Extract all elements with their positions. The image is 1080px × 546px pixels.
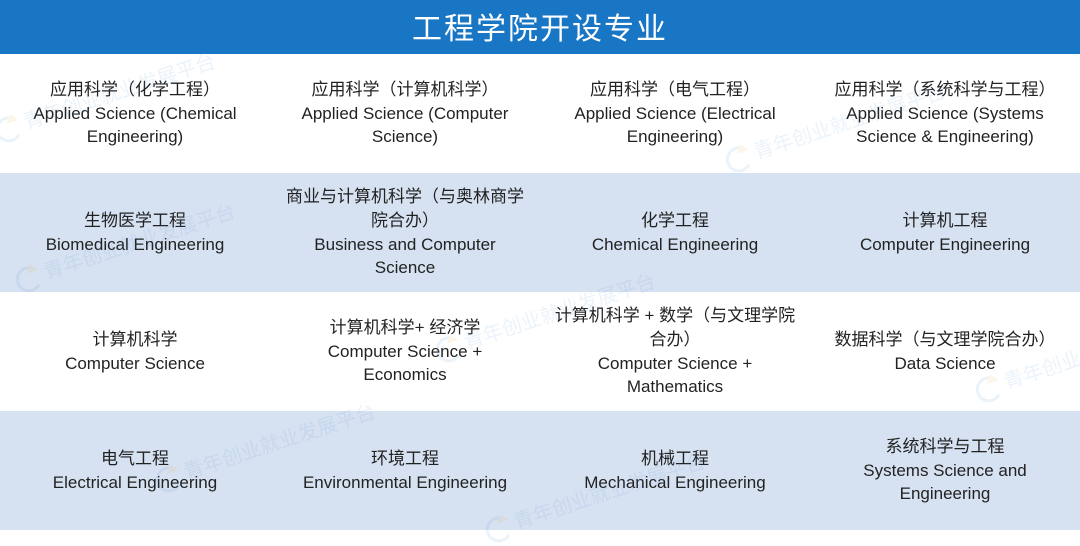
major-name-zh: 系统科学与工程 [886,435,1005,459]
major-name-en: Computer Science + Economics [284,340,526,388]
major-name-en: Applied Science (Electrical Engineering) [554,102,796,150]
major-name-zh: 应用科学（计算机科学） [312,78,499,102]
major-cell: 环境工程Environmental Engineering [270,411,540,530]
major-cell: 应用科学（系统科学与工程）Applied Science (Systems Sc… [810,54,1080,173]
major-name-en: Electrical Engineering [53,471,217,495]
major-cell: 计算机科学+ 经济学Computer Science + Economics [270,292,540,411]
major-cell: 化学工程Chemical Engineering [540,173,810,292]
major-name-en: Business and Computer Science [284,233,526,281]
major-name-en: Data Science [894,352,995,376]
major-cell: 计算机工程Computer Engineering [810,173,1080,292]
major-cell: 计算机科学 + 数学（与文理学院合办）Computer Science + Ma… [540,292,810,411]
major-name-en: Environmental Engineering [303,471,507,495]
major-cell: 电气工程Electrical Engineering [0,411,270,530]
major-name-zh: 生物医学工程 [84,209,186,233]
major-name-en: Biomedical Engineering [46,233,225,257]
major-name-en: Computer Science [65,352,205,376]
major-name-zh: 化学工程 [641,209,709,233]
major-name-zh: 商业与计算机科学（与奥林商学院合办） [284,185,526,233]
major-name-zh: 数据科学（与文理学院合办） [835,328,1056,352]
major-name-zh: 机械工程 [641,447,709,471]
major-name-en: Applied Science (Systems Science & Engin… [824,102,1066,150]
major-cell: 机械工程Mechanical Engineering [540,411,810,530]
major-cell: 应用科学（电气工程）Applied Science (Electrical En… [540,54,810,173]
major-name-en: Mechanical Engineering [584,471,765,495]
major-name-zh: 计算机工程 [903,209,988,233]
major-name-en: Systems Science and Engineering [824,459,1066,507]
major-name-zh: 电气工程 [101,447,169,471]
major-name-zh: 环境工程 [371,447,439,471]
major-name-en: Applied Science (Chemical Engineering) [14,102,256,150]
major-name-en: Chemical Engineering [592,233,758,257]
major-name-zh: 应用科学（电气工程） [590,78,760,102]
major-name-zh: 计算机科学 [93,328,178,352]
major-cell: 生物医学工程Biomedical Engineering [0,173,270,292]
page-wrap: 工程学院开设专业 应用科学（化学工程）Applied Science (Chem… [0,0,1080,530]
major-name-en: Applied Science (Computer Science) [284,102,526,150]
major-name-zh: 应用科学（化学工程） [50,78,220,102]
major-cell: 应用科学（计算机科学）Applied Science (Computer Sci… [270,54,540,173]
major-name-zh: 计算机科学+ 经济学 [330,316,481,340]
major-cell: 数据科学（与文理学院合办）Data Science [810,292,1080,411]
majors-grid: 应用科学（化学工程）Applied Science (Chemical Engi… [0,54,1080,530]
table-title: 工程学院开设专业 [0,0,1080,54]
major-cell: 计算机科学Computer Science [0,292,270,411]
major-name-en: Computer Science + Mathematics [554,352,796,400]
major-cell: 商业与计算机科学（与奥林商学院合办）Business and Computer … [270,173,540,292]
major-name-zh: 应用科学（系统科学与工程） [835,78,1056,102]
major-name-zh: 计算机科学 + 数学（与文理学院合办） [554,304,796,352]
major-cell: 应用科学（化学工程）Applied Science (Chemical Engi… [0,54,270,173]
table-container: 工程学院开设专业 应用科学（化学工程）Applied Science (Chem… [0,0,1080,530]
major-cell: 系统科学与工程Systems Science and Engineering [810,411,1080,530]
major-name-en: Computer Engineering [860,233,1030,257]
